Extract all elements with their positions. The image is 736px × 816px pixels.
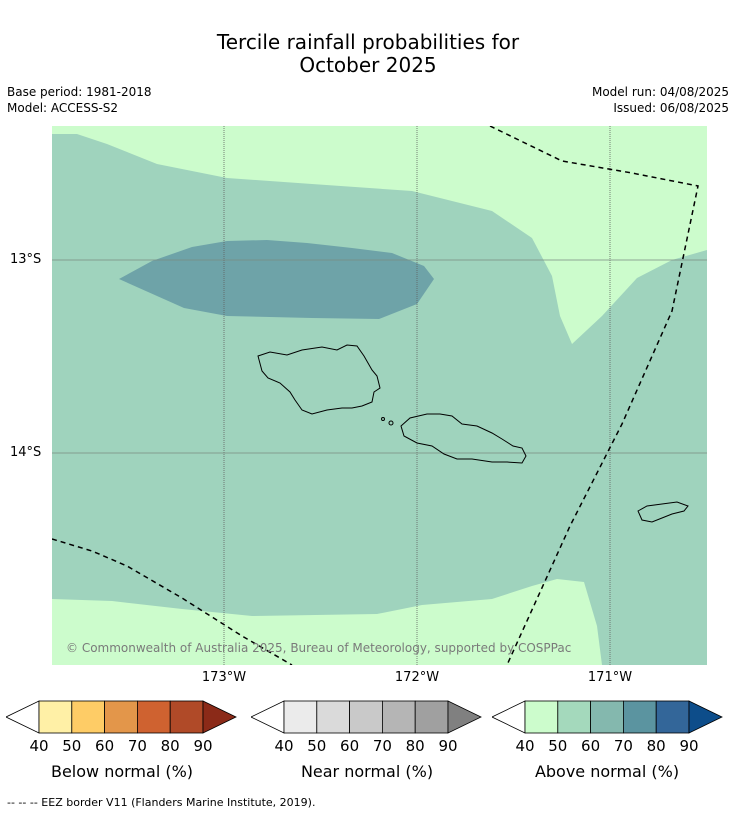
colorbar-tick-label: 50	[548, 737, 568, 755]
colorbar-tick-label: 80	[160, 737, 180, 755]
colorbar-below-normal-cells	[38, 700, 204, 734]
title-line-2: October 2025	[299, 53, 437, 77]
colorbar-cell	[557, 700, 592, 734]
lon-label-173w: 173°W	[201, 670, 247, 685]
colorbar-tick-label: 40	[29, 737, 49, 755]
colorbar-tick-label: 60	[95, 737, 115, 755]
colorbar-near-normal-title: Near normal (%)	[300, 762, 434, 781]
colorbar-near-normal	[251, 700, 482, 734]
colorbar-cell	[169, 700, 204, 734]
base-period: Base period: 1981-2018	[7, 85, 152, 99]
colorbar-tick-label: 90	[193, 737, 213, 755]
colorbar-below-normal	[6, 700, 237, 734]
colorbar-below-normal-title: Below normal (%)	[50, 762, 194, 781]
colorbar-below-normal-lower-triangle	[6, 700, 40, 734]
colorbar-tick-label: 80	[646, 737, 666, 755]
colorbar-near-normal-lower-triangle	[251, 700, 285, 734]
map-panel	[52, 126, 707, 665]
colorbar-near-normal-cells	[283, 700, 449, 734]
colorbar-cell	[316, 700, 351, 734]
eez-footnote: -- -- -- EEZ border V11 (Flanders Marine…	[7, 796, 316, 809]
eez-border	[52, 126, 699, 665]
colorbar-above-normal-title: Above normal (%)	[534, 762, 680, 781]
colorbar-tick-label: 80	[405, 737, 425, 755]
colorbar-below-normal-upper-triangle	[202, 700, 237, 734]
colorbar-cell	[590, 700, 624, 734]
lon-label-172w: 172°W	[394, 670, 440, 685]
colorbar-tick-label: 40	[515, 737, 535, 755]
lat-label-14s: 14°S	[10, 445, 42, 460]
colorbar-cell	[622, 700, 657, 734]
colorbar-above-normal-upper-triangle	[688, 700, 723, 734]
model-name: Model: ACCESS-S2	[7, 101, 119, 115]
title-line-1: Tercile rainfall probabilities for	[216, 30, 520, 54]
colorbar-cell	[38, 700, 73, 734]
colorbar-cell	[283, 700, 318, 734]
colorbar-tick-label: 70	[613, 737, 633, 755]
island-savaii	[257, 344, 381, 415]
colorbar-tick-label: 40	[274, 737, 294, 755]
islands	[257, 344, 689, 523]
colorbar-tick-label: 90	[679, 737, 699, 755]
graticule	[52, 126, 707, 665]
lon-label-171w: 171°W	[587, 670, 633, 685]
colorbar-tick-label: 90	[438, 737, 458, 755]
colorbar-cell	[104, 700, 138, 734]
colorbar-tick-label: 60	[340, 737, 360, 755]
meta-left: Base period: 1981-2018 Model: ACCESS-S2	[7, 84, 152, 116]
lat-label-13s: 13°S	[10, 252, 42, 267]
meta-right: Model run: 04/08/2025 Issued: 06/08/2025	[592, 84, 729, 116]
island-upolu	[400, 413, 527, 464]
island-tutuila	[637, 501, 689, 523]
colorbar-above-normal-lower-triangle	[492, 700, 526, 734]
colorbar-above-normal-cells	[524, 700, 690, 734]
colorbar-cell	[71, 700, 106, 734]
colorbar-cell	[349, 700, 383, 734]
colorbar-near-normal-upper-triangle	[447, 700, 482, 734]
colorbar-tick-label: 50	[62, 737, 82, 755]
colorbar-above-normal	[492, 700, 723, 734]
model-run: Model run: 04/08/2025	[591, 85, 729, 99]
colorbar-cell	[655, 700, 690, 734]
colorbar-cell	[136, 700, 171, 734]
issued-date: Issued: 06/08/2025	[613, 101, 729, 115]
colorbar-cell	[381, 700, 416, 734]
colorbar-tick-label: 60	[581, 737, 601, 755]
colorbar-cell	[414, 700, 449, 734]
map-title: Tercile rainfall probabilities for Octob…	[0, 31, 736, 77]
colorbar-cell	[524, 700, 559, 734]
colorbar-tick-label: 70	[372, 737, 392, 755]
colorbar-tick-label: 70	[127, 737, 147, 755]
copyright-notice: © Commonwealth of Australia 2025, Bureau…	[66, 641, 572, 655]
colorbar-tick-label: 50	[307, 737, 327, 755]
